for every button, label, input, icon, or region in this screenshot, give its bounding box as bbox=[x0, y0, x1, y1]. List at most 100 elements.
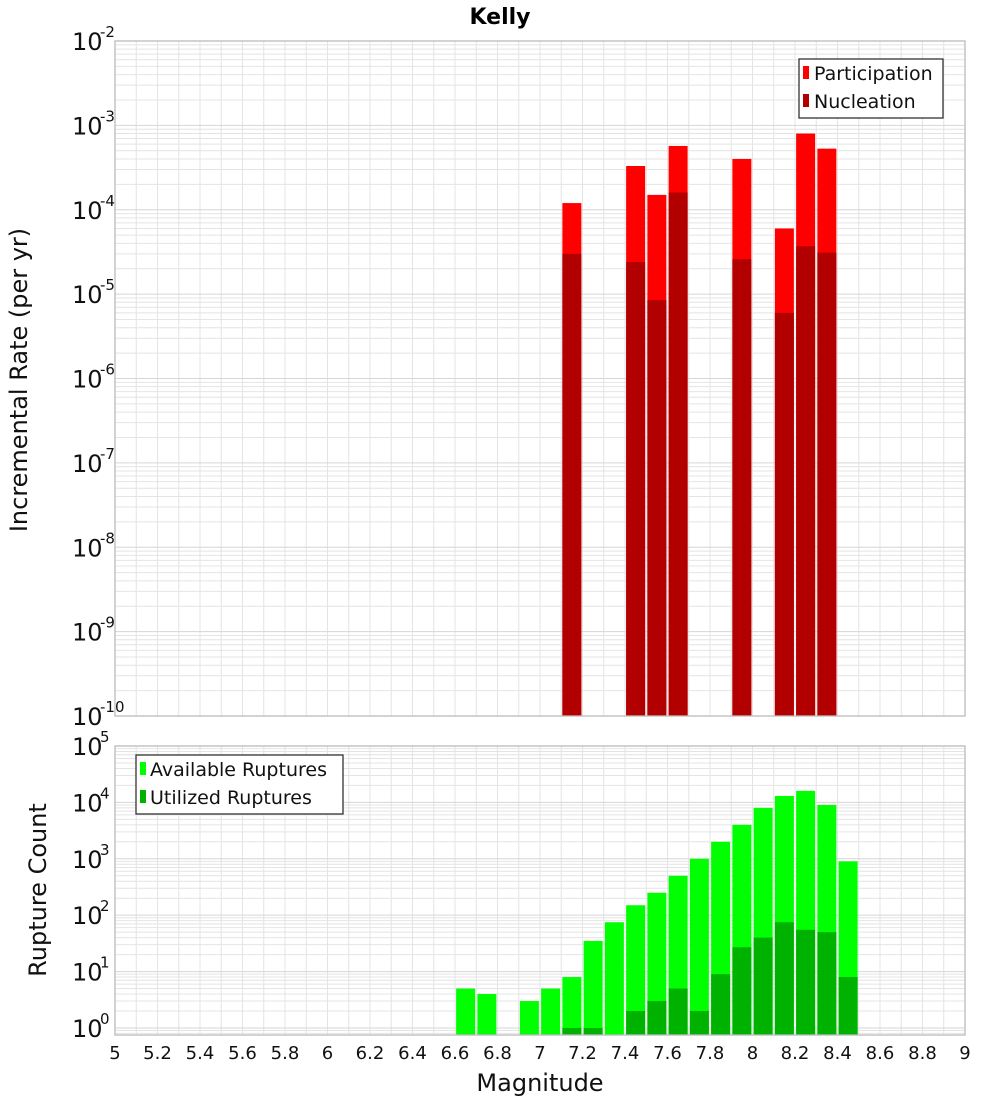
x-tick-label: 5.4 bbox=[186, 1043, 215, 1064]
y-tick-exponent: 1 bbox=[100, 954, 110, 972]
count-legend: Available Ruptures Utilized Ruptures bbox=[135, 754, 344, 815]
nucleation-bar bbox=[647, 300, 667, 716]
y-tick-exponent: -2 bbox=[100, 23, 115, 41]
x-tick-label: 6.2 bbox=[356, 1043, 385, 1064]
y-tick-exponent: -3 bbox=[100, 107, 115, 125]
available-ruptures-bar bbox=[562, 977, 582, 1035]
y-tick-label: 101 bbox=[72, 954, 110, 987]
available-legend-swatch bbox=[140, 762, 146, 775]
rate-grid bbox=[114, 40, 966, 717]
y-tick-label: 10-7 bbox=[72, 445, 115, 478]
nucleation-legend-swatch bbox=[803, 94, 809, 107]
rate-plot-frame bbox=[114, 40, 966, 717]
x-tick-label: 7.4 bbox=[611, 1043, 640, 1064]
available-ruptures-bar bbox=[541, 988, 561, 1035]
x-tick-label: 6 bbox=[322, 1043, 333, 1064]
y-tick-base: 10 bbox=[72, 1015, 103, 1043]
y-tick-exponent: -5 bbox=[100, 276, 115, 294]
available-ruptures-bar bbox=[456, 988, 476, 1035]
y-tick-exponent: -6 bbox=[100, 361, 115, 379]
magnitude-x-axis-label: Magnitude bbox=[476, 1069, 603, 1097]
utilized-legend-label: Utilized Ruptures bbox=[150, 787, 312, 809]
utilized-ruptures-bar bbox=[668, 988, 688, 1035]
y-tick-base: 10 bbox=[72, 450, 103, 478]
y-tick-exponent: -8 bbox=[100, 529, 115, 547]
utilized-ruptures-bar bbox=[796, 929, 816, 1035]
x-tick-label: 5.8 bbox=[271, 1043, 300, 1064]
utilized-ruptures-bar bbox=[817, 932, 837, 1035]
nucleation-bar bbox=[817, 252, 837, 716]
y-tick-label: 100 bbox=[72, 1010, 110, 1043]
x-tick-label: 6.8 bbox=[483, 1043, 512, 1064]
x-tick-label: 7.6 bbox=[653, 1043, 682, 1064]
x-tick-label: 6.6 bbox=[441, 1043, 470, 1064]
available-legend-label: Available Ruptures bbox=[150, 759, 327, 781]
y-tick-base: 10 bbox=[72, 703, 103, 731]
available-ruptures-bar bbox=[626, 905, 646, 1035]
x-tick-label: 9 bbox=[959, 1043, 970, 1064]
rate-y-axis-label: Incremental Rate (per yr) bbox=[5, 228, 33, 532]
utilized-ruptures-bar bbox=[774, 922, 794, 1035]
y-tick-exponent: -10 bbox=[100, 698, 125, 716]
available-ruptures-bar bbox=[647, 892, 667, 1035]
utilized-ruptures-bar bbox=[732, 947, 752, 1035]
y-tick-exponent: 5 bbox=[100, 728, 110, 746]
y-tick-label: 10-9 bbox=[72, 614, 115, 647]
count-bars bbox=[456, 790, 858, 1035]
y-tick-base: 10 bbox=[72, 619, 103, 647]
x-tick-label: 8.8 bbox=[908, 1043, 937, 1064]
utilized-ruptures-bar bbox=[753, 937, 773, 1035]
y-tick-base: 10 bbox=[72, 366, 103, 394]
y-tick-exponent: 3 bbox=[100, 841, 110, 859]
participation-legend-label: Participation bbox=[814, 63, 933, 85]
y-tick-label: 10-4 bbox=[72, 192, 115, 225]
y-tick-label: 10-10 bbox=[72, 698, 125, 731]
y-tick-base: 10 bbox=[72, 846, 103, 874]
y-tick-label: 10-2 bbox=[72, 23, 115, 56]
x-tick-label: 8 bbox=[747, 1043, 758, 1064]
nucleation-bar bbox=[562, 253, 582, 716]
x-tick-label: 7 bbox=[534, 1043, 545, 1064]
y-tick-exponent: 0 bbox=[100, 1010, 110, 1028]
count-y-axis-label: Rupture Count bbox=[24, 803, 52, 977]
nucleation-bar bbox=[668, 192, 688, 717]
y-tick-base: 10 bbox=[72, 789, 103, 817]
available-ruptures-bar bbox=[604, 922, 624, 1035]
rate-legend: Participation Nucleation bbox=[798, 58, 944, 119]
available-ruptures-bar bbox=[477, 994, 497, 1035]
y-tick-label: 104 bbox=[72, 784, 110, 817]
x-tick-label: 5.2 bbox=[143, 1043, 172, 1064]
utilized-ruptures-bar bbox=[562, 1027, 582, 1035]
y-tick-exponent: 4 bbox=[100, 784, 110, 802]
available-ruptures-bar bbox=[519, 1001, 539, 1035]
y-tick-label: 102 bbox=[72, 897, 110, 930]
y-tick-label: 105 bbox=[72, 728, 110, 761]
utilized-ruptures-bar bbox=[583, 1027, 603, 1035]
count-plot-frame bbox=[114, 745, 966, 1036]
x-tick-label: 5.6 bbox=[228, 1043, 257, 1064]
y-tick-base: 10 bbox=[72, 28, 103, 56]
y-tick-base: 10 bbox=[72, 112, 103, 140]
x-tick-label: 8.2 bbox=[781, 1043, 810, 1064]
chart-title: Kelly bbox=[469, 5, 530, 30]
utilized-ruptures-bar bbox=[711, 974, 731, 1035]
x-tick-label: 5 bbox=[109, 1043, 120, 1064]
x-tick-label: 6.4 bbox=[398, 1043, 427, 1064]
y-tick-label: 103 bbox=[72, 841, 110, 874]
utilized-ruptures-bar bbox=[647, 1001, 667, 1035]
y-tick-base: 10 bbox=[72, 281, 103, 309]
utilized-ruptures-bar bbox=[838, 977, 858, 1035]
y-tick-label: 10-5 bbox=[72, 276, 115, 309]
y-tick-exponent: -7 bbox=[100, 445, 115, 463]
nucleation-legend-label: Nucleation bbox=[814, 91, 916, 113]
y-tick-exponent: 2 bbox=[100, 897, 110, 915]
available-ruptures-bar bbox=[583, 940, 603, 1035]
magnitude-x-ticks: 5 5.2 5.4 5.6 5.8 6 6.2 6.4 6.6 6.8 7 7.2 7.4 7.6 7.8 8… bbox=[109, 1043, 970, 1064]
y-tick-base: 10 bbox=[72, 902, 103, 930]
y-tick-base: 10 bbox=[72, 197, 103, 225]
x-tick-label: 8.6 bbox=[866, 1043, 895, 1064]
